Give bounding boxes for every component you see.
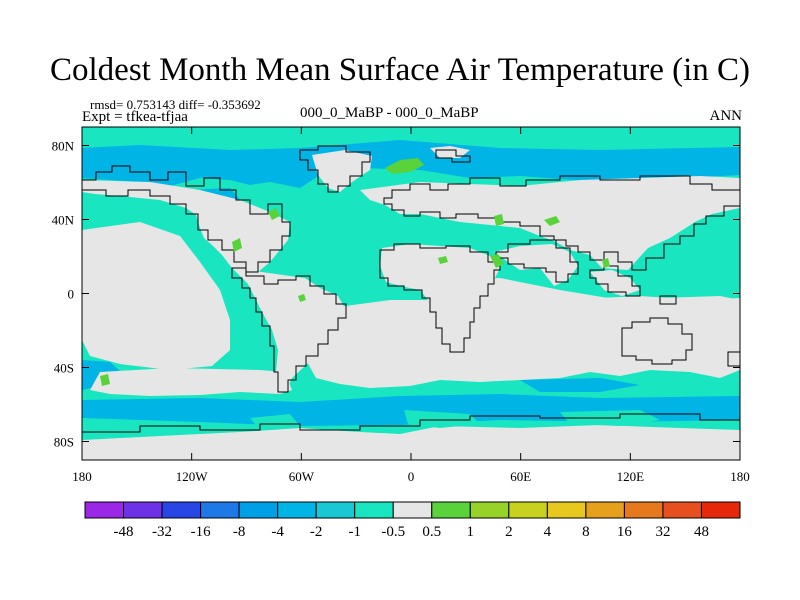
- colorbar-label: 2: [505, 524, 513, 540]
- colorbar-swatch: [200, 501, 240, 519]
- experiment-label: Expt = tfkea-tfjaa: [82, 109, 188, 125]
- colorbar-label: 4: [544, 524, 552, 540]
- y-tick-label: 0: [68, 287, 75, 302]
- colorbar-label: 0.5: [422, 524, 441, 540]
- colorbar-swatch: [354, 501, 394, 519]
- colorbar-label: 32: [655, 524, 670, 540]
- colorbar-label: -8: [233, 524, 246, 540]
- colorbar-swatch: [431, 501, 471, 519]
- x-tick-label: 120W: [176, 469, 209, 484]
- map-panel: [82, 127, 740, 460]
- y-tick-label: 80S: [54, 435, 74, 450]
- stats-text: rmsd= 0.753143 diff= -0.353692: [90, 97, 261, 112]
- colorbar-swatch: [123, 501, 163, 519]
- axis-ticks: 180 120W 60W 0 60E 120E 180 80N 40N 0 40S 80S: [52, 127, 750, 484]
- colorbar-swatch: [623, 501, 664, 519]
- colorbar-swatch: [469, 501, 510, 519]
- colorbar-label: -48: [114, 524, 134, 540]
- colorbar-label: -4: [271, 524, 284, 540]
- colorbar-swatch: [277, 501, 317, 519]
- colorbar-swatch: [585, 501, 625, 519]
- y-tick-label: 40S: [54, 361, 74, 376]
- colorbar: -48 -32 -16 -8 -4 -2 -1 -0.5 0.5 1 2 4 8 16 32 48: [84, 501, 741, 540]
- colorbar-label: 8: [582, 524, 590, 540]
- x-tick-label: 120E: [617, 469, 645, 484]
- colorbar-swatch: [662, 501, 702, 519]
- colorbar-swatch: [546, 501, 587, 519]
- colorbar-label: -2: [310, 524, 323, 540]
- colorbar-swatch: [84, 501, 125, 519]
- colorbar-swatch: [238, 501, 279, 519]
- colorbar-label: 16: [617, 524, 633, 540]
- x-tick-label: 180: [72, 469, 92, 484]
- colorbar-label: 48: [694, 524, 709, 540]
- x-tick-label: 180: [730, 469, 750, 484]
- x-tick-label: 60E: [510, 469, 531, 484]
- colorbar-label: 1: [467, 524, 475, 540]
- coastlines: [82, 145, 740, 433]
- y-tick-label: 80N: [52, 139, 75, 154]
- x-tick-label: 0: [408, 469, 415, 484]
- colorbar-label: -16: [191, 524, 211, 540]
- colorbar-label: -32: [152, 524, 172, 540]
- colorbar-swatch: [392, 501, 433, 519]
- y-tick-label: 40N: [52, 213, 75, 228]
- warm-anomaly-patches: [100, 158, 610, 386]
- x-tick-label: 60W: [289, 469, 315, 484]
- colorbar-swatch: [508, 501, 548, 519]
- season-label: ANN: [709, 108, 743, 124]
- colorbar-swatch: [161, 501, 202, 519]
- colorbar-swatch: [315, 501, 356, 519]
- plot-title: Coldest Month Mean Surface Air Temperatu…: [50, 52, 750, 88]
- colorbar-swatch: [700, 501, 741, 519]
- colorbar-label: -1: [348, 524, 361, 540]
- comparison-label: 000_0_MaBP - 000_0_MaBP: [300, 105, 479, 121]
- colorbar-label: -0.5: [381, 524, 405, 540]
